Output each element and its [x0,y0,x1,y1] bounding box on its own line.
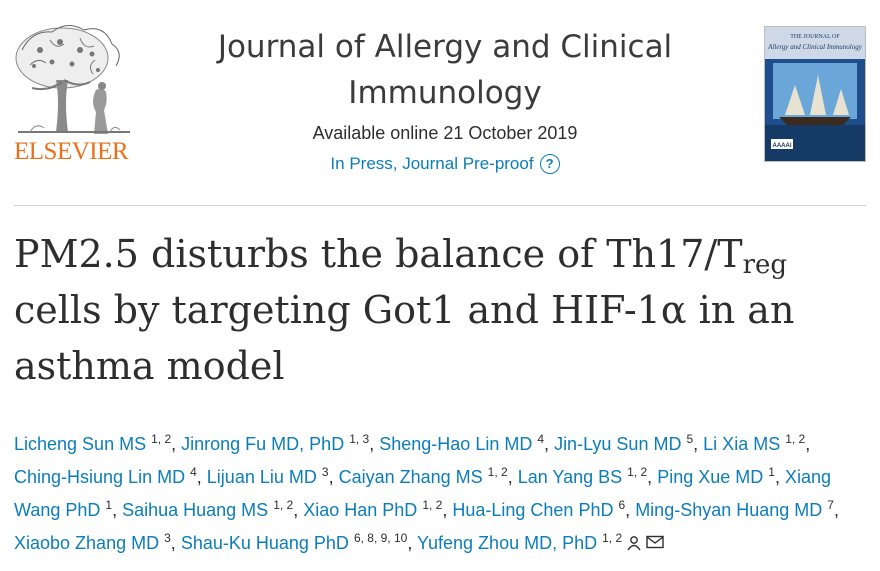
author-link[interactable]: Xiang Wang PhD 1 [14,467,831,520]
author-separator: , [833,500,839,520]
author-separator: , [442,500,453,520]
author-link[interactable]: Sheng-Hao Lin MD 4 [379,432,545,454]
author-link[interactable]: Ching-Hsiung Lin MD 4 [14,465,197,487]
author-link[interactable]: Lijuan Liu MD 3 [206,465,329,487]
author-name: Lijuan Liu MD [206,467,317,487]
author-affiliation: 3 [321,465,329,479]
envelope-icon[interactable] [646,535,664,549]
author-separator: , [171,434,182,454]
author-link[interactable]: Ming-Shyan Huang MD 7 [635,498,834,520]
author-separator: , [170,533,181,553]
author-link[interactable]: Hua-Ling Chen PhD 6 [452,498,626,520]
in-press-status-link[interactable]: In Press, Journal Pre-proof ? [330,154,560,174]
author-link[interactable]: Shau-Ku Huang PhD 6, 8, 9, 10 [180,531,408,553]
author-separator: , [544,434,555,454]
article-title: PM2.5 disturbs the balance of Th17/Treg c… [14,226,864,394]
author-affiliation: 1, 2 [487,465,508,479]
author-affiliation: 1 [105,498,113,512]
article-title-part2: cells by targeting Got1 and HIF-1α in an [14,288,795,332]
author-separator: , [647,467,658,487]
author-affiliation: 6, 8, 9, 10 [353,531,408,545]
author-name: Ming-Shyan Huang MD [635,500,823,520]
in-press-status-label: In Press, Journal Pre-proof [330,154,534,173]
author-name: Li Xia MS [703,434,781,454]
author-affiliation: 1 [768,465,775,479]
author-affiliation: 1, 3 [349,432,370,446]
author-separator: , [507,467,518,487]
author-affiliation: 1, 2 [785,432,806,446]
elsevier-logo[interactable] [10,20,135,168]
author-separator: , [328,467,339,487]
cover-top-text: THE JOURNAL OF [790,34,840,40]
author-affiliation: 1, 2 [151,432,172,446]
author-separator: , [693,434,704,454]
author-affiliation: 1, 2 [273,498,294,512]
author-affiliation: 3 [164,531,171,545]
author-link[interactable]: Xiao Han PhD 1, 2 [303,498,443,520]
available-online-date: Available online 21 October 2019 [312,123,578,143]
journal-title-line2[interactable]: Immunology [348,75,542,111]
author-affiliation: 4 [190,465,197,479]
cover-title-text: Allergy and Clinical Immunology [767,43,863,51]
author-name: Ching-Hsiung Lin MD [14,467,186,487]
author-affiliation: 5 [686,432,694,446]
question-circle-icon[interactable]: ? [539,154,560,174]
author-separator: , [805,434,811,454]
cover-badge: AAAAI [773,143,792,149]
corresponding-author-icons [626,535,664,551]
author-link[interactable]: Licheng Sun MS 1, 2 [14,432,172,454]
person-icon[interactable] [626,535,642,551]
author-name: Ping Xue MD [657,467,764,487]
author-affiliation: 1, 2 [422,498,443,512]
author-link[interactable]: Caiyan Zhang MS 1, 2 [338,465,508,487]
author-separator: , [369,434,380,454]
author-affiliation: 1, 2 [627,465,648,479]
article-title-subscript: reg [742,250,788,280]
author-link[interactable]: Saihua Huang MS 1, 2 [122,498,294,520]
author-name: Lan Yang BS [517,467,623,487]
author-affiliation: 1, 2 [602,531,623,545]
author-link[interactable]: Jinrong Fu MD, PhD 1, 3 [181,432,370,454]
author-separator: , [112,500,123,520]
author-name: Saihua Huang MS [122,500,269,520]
author-affiliation: 4 [537,432,545,446]
journal-header: Journal of Allergy and Clinical Immunolo… [215,24,675,174]
author-name: Shau-Ku Huang PhD [180,533,349,553]
author-link[interactable]: Yufeng Zhou MD, PhD 1, 2 [417,531,623,553]
header-divider [14,205,866,206]
cover-image: THE JOURNAL OF Allergy and Clinical Immu… [765,27,865,161]
author-name: Jinrong Fu MD, PhD [181,434,345,454]
author-separator: , [196,467,207,487]
author-link[interactable]: Ping Xue MD 1 [657,465,775,487]
author-separator: , [407,533,417,553]
author-name: Caiyan Zhang MS [338,467,483,487]
tree-and-scholar-icon [15,25,130,134]
author-link[interactable]: Jin-Lyu Sun MD 5 [554,432,694,454]
author-list: Licheng Sun MS 1, 2, Jinrong Fu MD, PhD … [14,428,866,560]
author-affiliation: 7 [827,498,834,512]
author-separator: , [625,500,636,520]
article-title-part3: asthma model [14,344,285,388]
author-separator: , [293,500,304,520]
author-name: Sheng-Hao Lin MD [379,434,533,454]
author-name: Jin-Lyu Sun MD [554,434,682,454]
publisher-name: ELSEVIER [14,138,129,165]
journal-cover-thumbnail[interactable]: THE JOURNAL OF Allergy and Clinical Immu… [764,26,866,162]
author-separator: , [774,467,785,487]
author-name: Xiao Han PhD [303,500,418,520]
journal-title-line1[interactable]: Journal of Allergy and Clinical [217,29,673,65]
author-name: Xiaobo Zhang MD [14,533,160,553]
author-link[interactable]: Lan Yang BS 1, 2 [517,465,648,487]
author-affiliation: 6 [618,498,626,512]
article-title-part1: PM2.5 disturbs the balance of Th17/T [14,232,743,276]
author-name: Yufeng Zhou MD, PhD [417,533,598,553]
author-name: Xiang Wang PhD [14,467,832,520]
author-link[interactable]: Xiaobo Zhang MD 3 [14,531,171,553]
author-link[interactable]: Li Xia MS 1, 2 [703,432,806,454]
author-name: Hua-Ling Chen PhD [452,500,614,520]
author-name: Licheng Sun MS [14,434,147,454]
